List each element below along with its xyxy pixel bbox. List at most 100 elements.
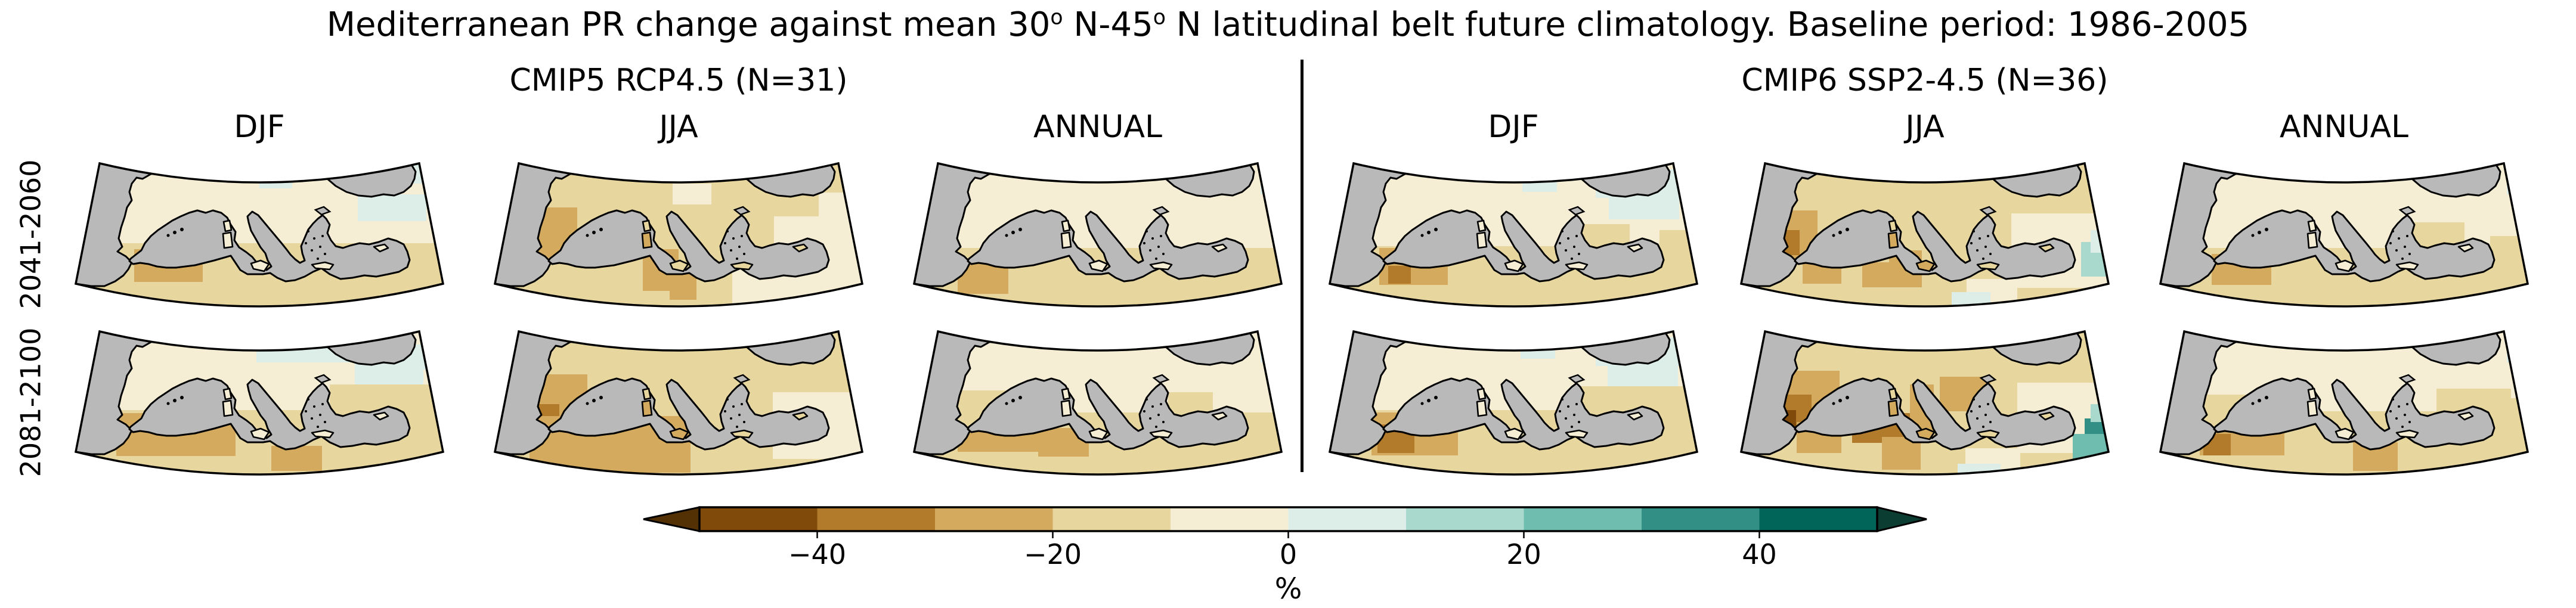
small-island-dot xyxy=(2265,228,2268,231)
marmara-sea xyxy=(1979,374,1997,384)
small-island-dot xyxy=(738,246,741,248)
pr-change-cell xyxy=(843,345,862,364)
island-sicily xyxy=(2334,259,2355,272)
colorbar-tick-label: −20 xyxy=(1024,538,1082,570)
island-sicily xyxy=(669,427,689,441)
season-label-annual: ANNUAL xyxy=(2280,109,2408,145)
marmara-sea xyxy=(733,206,751,216)
small-island-dot xyxy=(736,258,738,260)
marmara-sea xyxy=(1152,206,1170,216)
figure-title-text-2: N-45 xyxy=(1063,5,1153,44)
map-frame xyxy=(913,330,1283,476)
small-island-dot xyxy=(1018,228,1022,231)
island-sicily xyxy=(1088,259,1109,272)
colorbar-tick-label: −40 xyxy=(788,538,846,570)
small-island-dot xyxy=(1970,242,1973,244)
small-island-dot xyxy=(1987,403,1989,405)
mediterranean-sea xyxy=(547,209,830,283)
small-island-dot xyxy=(586,234,589,237)
small-island-dot xyxy=(1420,234,1424,237)
island-sicily xyxy=(1915,427,1936,441)
mediterranean-sea xyxy=(967,209,1249,283)
small-island-dot xyxy=(1149,249,1151,252)
small-island-dot xyxy=(1979,237,1981,240)
mediterranean-sea xyxy=(2213,377,2496,451)
island-cyprus xyxy=(1211,243,1228,253)
small-island-dot xyxy=(1162,253,1165,255)
small-island-dot xyxy=(1982,426,1984,428)
island-sicily xyxy=(250,427,270,441)
small-island-dot xyxy=(1838,231,1842,234)
pr-change-cell xyxy=(358,194,426,221)
island-corsica xyxy=(1061,219,1071,232)
colorbar-tick-label: 20 xyxy=(1506,538,1541,570)
small-island-dot xyxy=(319,414,321,416)
marmara-sea xyxy=(314,206,332,216)
small-island-dot xyxy=(1160,403,1162,405)
island-cyprus xyxy=(2038,243,2055,253)
mediterranean-sea xyxy=(128,377,411,451)
map-panel-cmip6-annual-2041-2060 xyxy=(2159,162,2529,308)
map-panel-cmip5-djf-2081-2100 xyxy=(75,330,444,476)
mediterranean-sea xyxy=(1382,377,1665,451)
mediterranean-sea xyxy=(1794,209,2076,283)
colorbar-segment xyxy=(935,507,1054,531)
small-island-dot xyxy=(1973,398,1975,401)
island-crete xyxy=(1565,261,1589,271)
island-cyprus xyxy=(373,411,389,421)
colorbar-unit-label: % xyxy=(1275,572,1302,606)
small-island-dot xyxy=(2392,398,2394,401)
small-island-dot xyxy=(2395,249,2398,252)
island-sicily xyxy=(250,259,270,272)
small-island-dot xyxy=(741,235,743,237)
small-island-dot xyxy=(180,228,184,231)
pr-change-cell xyxy=(1609,196,1679,219)
map-panel-cmip5-djf-2041-2060 xyxy=(75,162,444,308)
island-sardinia xyxy=(2306,231,2318,249)
period-label-2081-2100: 2081-2100 xyxy=(14,327,47,477)
marmara-sea xyxy=(1152,374,1170,384)
island-sardinia xyxy=(1060,399,1072,417)
island-sardinia xyxy=(641,231,653,249)
island-cyprus xyxy=(1211,411,1228,421)
small-island-dot xyxy=(2408,253,2411,255)
small-island-dot xyxy=(1434,396,1438,399)
map-panel-cmip5-jja-2081-2100 xyxy=(494,330,863,476)
small-island-dot xyxy=(1575,235,1578,237)
marmara-sea xyxy=(1568,374,1586,384)
small-island-dot xyxy=(1846,228,1849,231)
small-island-dot xyxy=(166,402,170,405)
small-island-dot xyxy=(599,396,603,399)
marmara-sea xyxy=(1979,206,1997,216)
mediterranean-sea xyxy=(1382,209,1665,283)
small-island-dot xyxy=(317,426,319,428)
island-crete xyxy=(1565,429,1589,439)
island-crete xyxy=(2395,261,2419,271)
colorbar-segment xyxy=(1171,507,1289,531)
map-frame xyxy=(2159,162,2529,308)
island-corsica xyxy=(222,219,233,232)
island-cyprus xyxy=(2457,243,2474,253)
small-island-dot xyxy=(319,246,321,248)
small-island-dot xyxy=(1143,242,1145,244)
small-island-dot xyxy=(166,234,170,237)
small-island-dot xyxy=(2404,414,2406,416)
small-island-dot xyxy=(1573,246,1575,248)
marmara-sea xyxy=(733,374,751,384)
pr-change-cell xyxy=(819,193,862,222)
island-crete xyxy=(730,261,754,271)
small-island-dot xyxy=(586,402,589,405)
island-sardinia xyxy=(1060,231,1072,249)
figure-title-text-1: Mediterranean PR change against mean 30 xyxy=(326,5,1051,44)
island-sardinia xyxy=(1476,399,1488,417)
pr-change-cell xyxy=(673,184,711,204)
colorbar-segment xyxy=(1288,507,1407,531)
pr-change-cell xyxy=(1862,262,1891,287)
small-island-dot xyxy=(732,405,735,408)
small-island-dot xyxy=(1571,258,1573,260)
small-island-dot xyxy=(2258,399,2261,402)
small-island-dot xyxy=(1162,421,1165,423)
small-island-dot xyxy=(1832,234,1835,237)
marmara-sea xyxy=(314,374,332,384)
